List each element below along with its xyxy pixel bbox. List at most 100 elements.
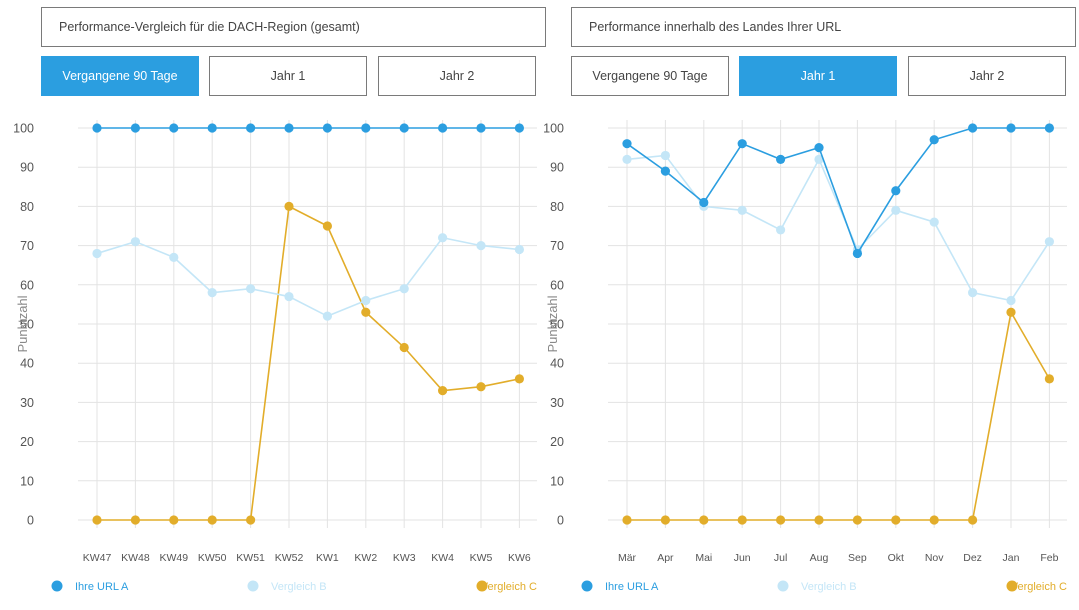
x-tick-label: Jan (1003, 552, 1020, 564)
x-tick-label: Aug (810, 552, 829, 564)
line-chart: 0 10 20 30 40 50 60 70 80 90 100 Mär Apr Mai Jun Jul Aug… (543, 120, 1067, 593)
grid: 0 10 20 30 40 50 60 70 80 90 100 Mär Apr Mai Jun Jul Aug… (543, 120, 1067, 564)
data-point (814, 143, 824, 153)
y-tick-label: 0 (27, 514, 34, 528)
x-tick-label: Okt (888, 552, 904, 564)
y-tick-label: 20 (550, 435, 564, 449)
data-point (622, 515, 632, 525)
data-point (399, 284, 409, 294)
data-point (929, 217, 939, 227)
legend-label: Vergleich B (801, 581, 857, 593)
x-tick-label: Feb (1040, 552, 1058, 564)
data-point (852, 515, 862, 525)
tab-year-1[interactable]: Jahr 1 (209, 56, 367, 96)
y-tick-label: 10 (550, 474, 564, 488)
data-point (399, 342, 409, 353)
x-tick-label: Apr (657, 552, 674, 564)
data-point (968, 515, 978, 525)
series-line (626, 127, 1050, 256)
tab-year-1[interactable]: Jahr 1 (739, 56, 897, 96)
x-tick-label: Dez (963, 552, 982, 564)
series-c (92, 201, 525, 525)
legend-marker (247, 580, 259, 592)
data-point (130, 237, 140, 247)
right-panel: Performance innerhalb des Landes Ihrer U… (543, 0, 1076, 610)
x-tick-label: KW48 (121, 552, 150, 564)
data-point (207, 123, 217, 133)
data-point (776, 515, 786, 525)
data-point (361, 123, 371, 133)
data-point (284, 291, 294, 302)
legend-label: Vergleich C (1011, 581, 1067, 593)
y-axis-label: Punktzahl (15, 295, 30, 352)
x-tick-label: Mär (618, 552, 637, 564)
tab-past-90-days[interactable]: Vergangene 90 Tage (41, 56, 199, 96)
data-point (776, 225, 786, 235)
y-tick-label: 40 (550, 357, 564, 371)
chart-title: Performance-Vergleich für die DACH-Regio… (41, 7, 546, 47)
data-point (476, 241, 486, 251)
data-point (968, 288, 978, 298)
data-point (246, 515, 256, 525)
legend-marker (476, 580, 488, 592)
data-point (622, 139, 632, 149)
data-point (130, 515, 140, 525)
data-point (891, 515, 901, 525)
x-tick-label: KW1 (316, 552, 339, 564)
chart-title: Performance innerhalb des Landes Ihrer U… (571, 7, 1076, 47)
y-tick-label: 80 (20, 200, 34, 214)
x-tick-label: KW51 (236, 552, 265, 564)
y-tick-label: 40 (20, 357, 34, 371)
data-point (246, 284, 256, 294)
data-point (361, 295, 371, 306)
y-tick-label: 30 (20, 396, 34, 410)
data-point (1044, 374, 1054, 384)
y-axis-label: Punktzahl (545, 295, 560, 352)
data-point (776, 154, 786, 164)
series-line (96, 236, 520, 318)
series-a (622, 123, 1054, 259)
data-point (699, 515, 709, 525)
data-point (130, 123, 140, 133)
x-tick-label: KW2 (354, 552, 377, 564)
y-tick-label: 20 (20, 435, 34, 449)
x-tick-label: KW52 (275, 552, 304, 564)
y-tick-label: 50 (550, 318, 564, 332)
data-point (1044, 237, 1054, 247)
tab-past-90-days[interactable]: Vergangene 90 Tage (571, 56, 729, 96)
grid: 0 10 20 30 40 50 60 70 80 90 100 KW47 KW48 KW49 KW50 KW… (13, 120, 537, 564)
data-point (169, 123, 179, 133)
legend-marker (581, 580, 593, 592)
series-a (92, 123, 525, 133)
data-point (207, 288, 217, 298)
data-point (737, 515, 747, 525)
legend-label: Vergleich B (271, 581, 327, 593)
x-tick-label: KW4 (431, 552, 454, 564)
x-tick-label: Jul (774, 552, 787, 564)
data-point (246, 123, 256, 133)
data-point (476, 123, 486, 133)
legend-marker (1006, 580, 1018, 592)
data-point (92, 123, 102, 133)
data-point (322, 123, 332, 133)
series-line (627, 309, 1051, 521)
y-tick-label: 30 (550, 396, 564, 410)
legend-marker (777, 580, 789, 592)
x-tick-label: KW3 (393, 552, 416, 564)
tab-year-2[interactable]: Jahr 2 (908, 56, 1066, 96)
data-point (284, 123, 294, 133)
series-c (622, 307, 1054, 525)
data-point (514, 244, 525, 255)
y-tick-label: 10 (20, 474, 34, 488)
x-tick-label: KW6 (508, 552, 531, 564)
tab-year-2[interactable]: Jahr 2 (378, 56, 536, 96)
data-point (514, 374, 525, 384)
legend-marker (51, 580, 63, 592)
data-point (891, 205, 901, 215)
data-point (891, 186, 901, 196)
series-line (97, 205, 520, 521)
x-tick-label: KW5 (470, 552, 493, 564)
data-point (1006, 123, 1016, 133)
data-point (476, 382, 486, 392)
x-tick-label: Mai (695, 552, 712, 564)
